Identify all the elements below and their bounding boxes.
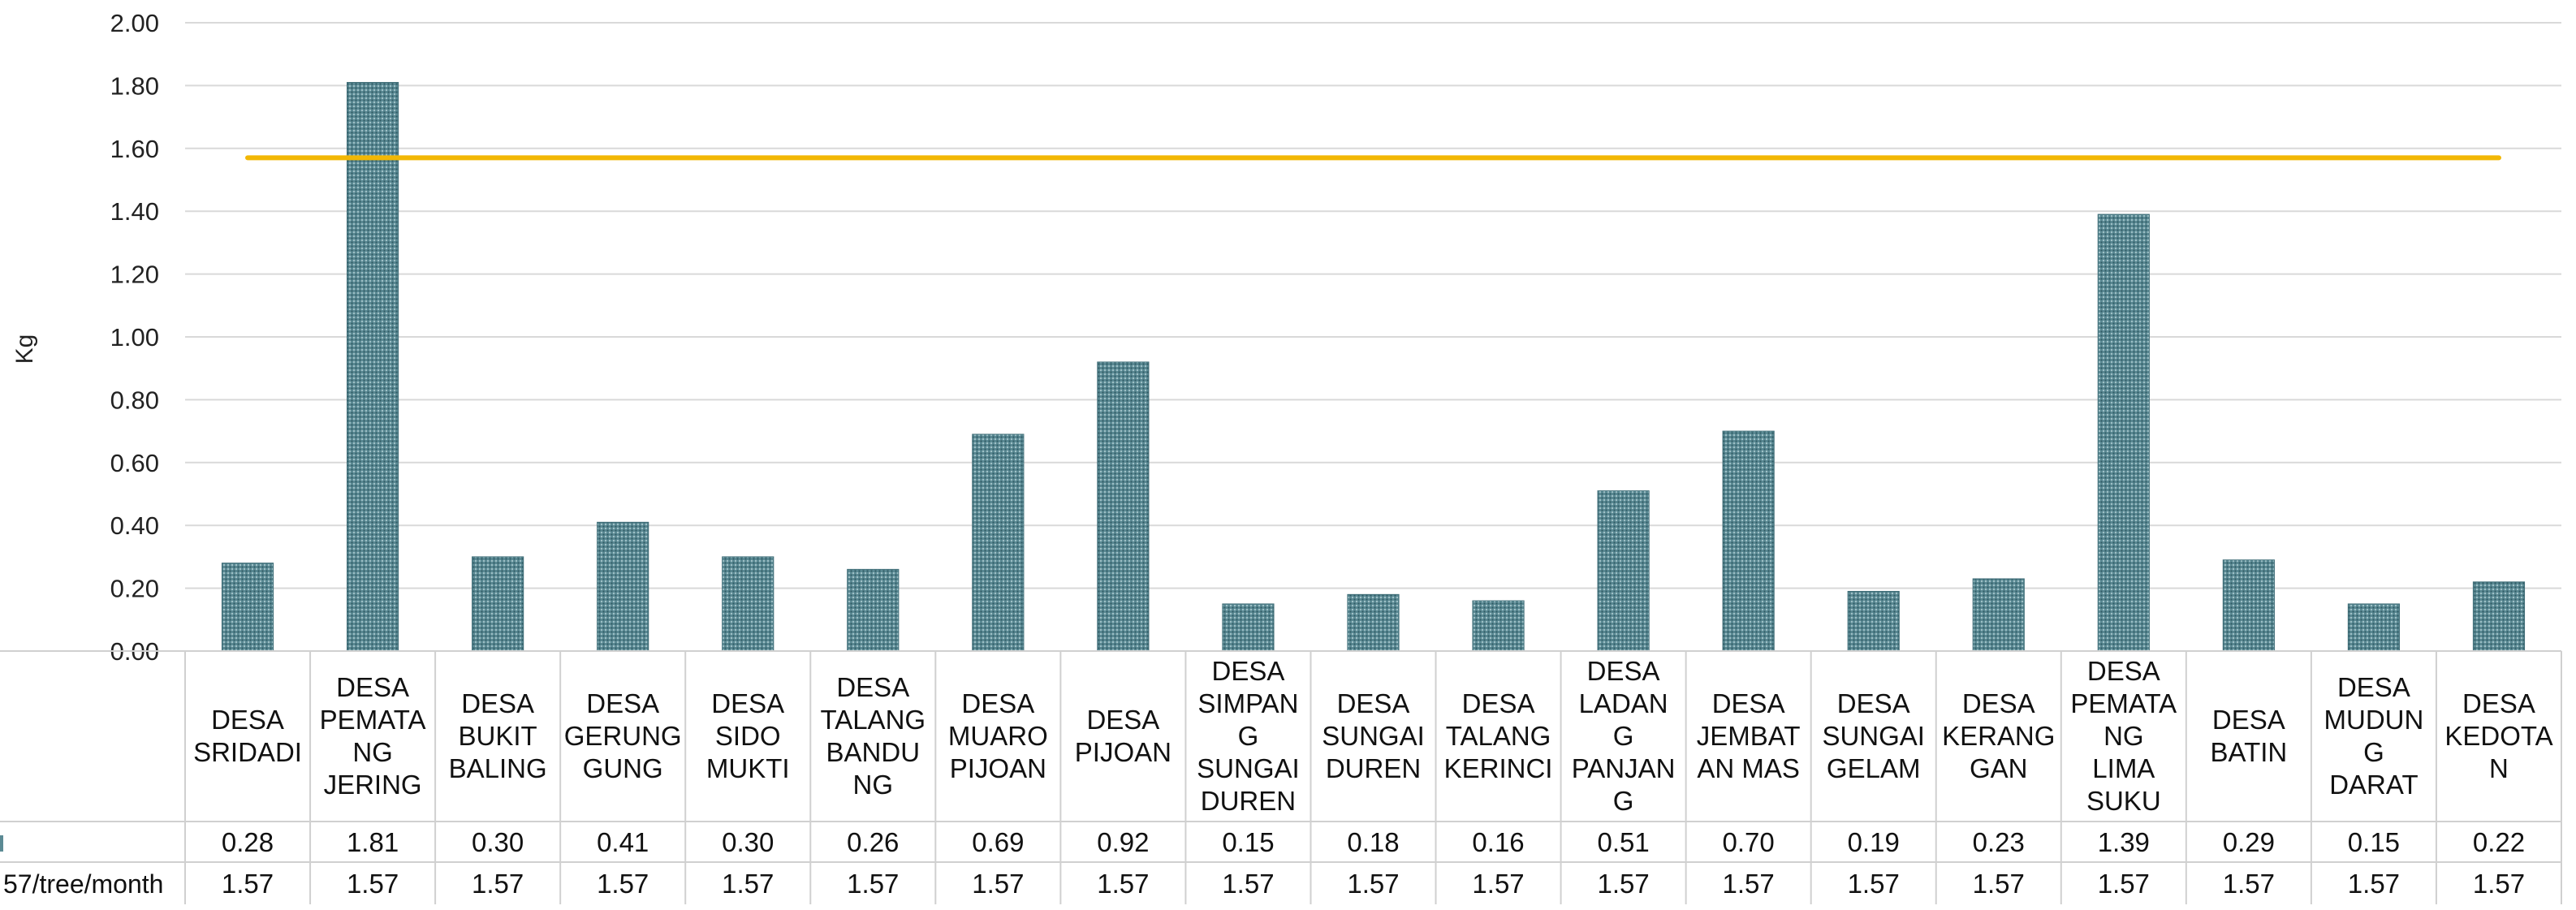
category-label: DESA MUDUN G DARAT [2324,672,2424,800]
y-tick-label: 1.00 [110,323,159,351]
data-label: 1.57 [972,869,1024,899]
bar [1222,603,1275,652]
category-label: DESA TALANG BANDU NG [820,672,926,800]
y-tick-label: 0.40 [110,511,159,540]
data-label: 1.57 [222,869,274,899]
data-label: 0.15 [1222,827,1274,857]
y-tick-label: 1.60 [110,135,159,163]
bar [2222,559,2275,652]
data-label: 1.57 [2098,869,2150,899]
data-label: 0.41 [597,827,649,857]
y-axis-label: Kg [11,334,38,364]
bar [1597,490,1650,652]
bar [1097,361,1150,652]
bar [1972,578,2025,652]
category-label: DESA LADAN G PANJAN G [1572,656,1676,816]
bar [972,433,1025,652]
category-label: DESA SRIDADI [193,705,302,767]
data-label: 0.70 [1723,827,1775,857]
bars [221,82,2526,652]
bar [1847,590,1900,652]
data-label: 1.81 [347,827,399,857]
y-tick-label: 0.60 [110,449,159,477]
y-tick-label: 1.20 [110,261,159,289]
bar [472,556,524,652]
data-label: 0.51 [1597,827,1649,857]
data-label: 0.69 [972,827,1024,857]
data-label: 0.29 [2223,827,2275,857]
bar [597,521,649,652]
data-label: 0.19 [1848,827,1900,857]
y-tick-label: 0.80 [110,386,159,414]
bar [1722,430,1775,652]
y-tick-label: 2.00 [110,9,159,37]
category-label: DESA PEMATA NG LIMA SUKU [2070,656,2177,816]
data-label: 0.18 [1347,827,1399,857]
data-label: 1.57 [1222,869,1274,899]
bar [2347,603,2401,652]
data-label: 1.57 [1723,869,1775,899]
data-label: 1.57 [1848,869,1900,899]
y-tick-label: 1.80 [110,71,159,100]
bar [346,82,399,652]
bar [1347,593,1400,652]
data-label: 0.23 [1973,827,2025,857]
data-label: 1.57 [1597,869,1649,899]
data-label: 1.57 [1472,869,1524,899]
data-label: 1.57 [847,869,899,899]
category-label: DESA SIDO MUKTI [706,688,790,783]
bar [221,563,274,652]
category-label: DESA SUNGAI DUREN [1322,688,1425,783]
y-tick-label: 1.40 [110,197,159,226]
data-label: 1.57 [597,869,649,899]
category-label: DESA TALANG KERINCI [1444,688,1553,783]
category-label: DESA PEMATA NG JERING [320,672,426,800]
category-label: DESA JEMBAT AN MAS [1697,688,1801,783]
data-label: 1.57 [472,869,524,899]
data-label: 1.57 [1097,869,1149,899]
category-label: DESA PIJOAN [1075,705,1171,767]
category-label: DESA KERANG GAN [1942,688,2055,783]
data-label: 1.57 [1347,869,1399,899]
bar [2472,581,2526,652]
data-label: 0.16 [1472,827,1524,857]
bar [1472,600,1525,652]
table-row-header: 57/tree/month [3,869,163,899]
data-label: 0.26 [847,827,899,857]
bar [847,568,900,652]
data-label: 1.57 [2223,869,2275,899]
data-label: 0.30 [722,827,774,857]
data-label: 1.57 [722,869,774,899]
data-label: 0.92 [1097,827,1149,857]
data-label: 0.15 [2348,827,2400,857]
category-label: DESA BUKIT BALING [449,688,547,783]
data-label: 0.22 [2473,827,2525,857]
category-label: DESA KEDOTA N [2444,688,2552,783]
category-label: DESA GERUNG GUNG [564,688,682,783]
bar [722,556,775,652]
data-label: 1.57 [1973,869,2025,899]
data-label: 1.57 [2473,869,2525,899]
category-label: DESA MUARO PIJOAN [948,688,1048,783]
data-label: 0.28 [222,827,274,857]
category-label: DESA SUNGAI GELAM [1822,688,1925,783]
y-axis-ticks: 0.000.200.400.600.801.001.201.401.601.80… [110,9,159,666]
legend-key-bar [0,835,3,852]
gridlines [185,22,2561,652]
category-label: DESA SIMPAN G SUNGAI DUREN [1197,656,1300,816]
category-label: DESA BATIN [2211,705,2288,767]
bar [2097,213,2150,652]
data-label: 1.57 [347,869,399,899]
data-label: 1.39 [2098,827,2150,857]
data-label: 1.57 [2348,869,2400,899]
data-label: 0.30 [472,827,524,857]
y-tick-label: 0.20 [110,575,159,603]
